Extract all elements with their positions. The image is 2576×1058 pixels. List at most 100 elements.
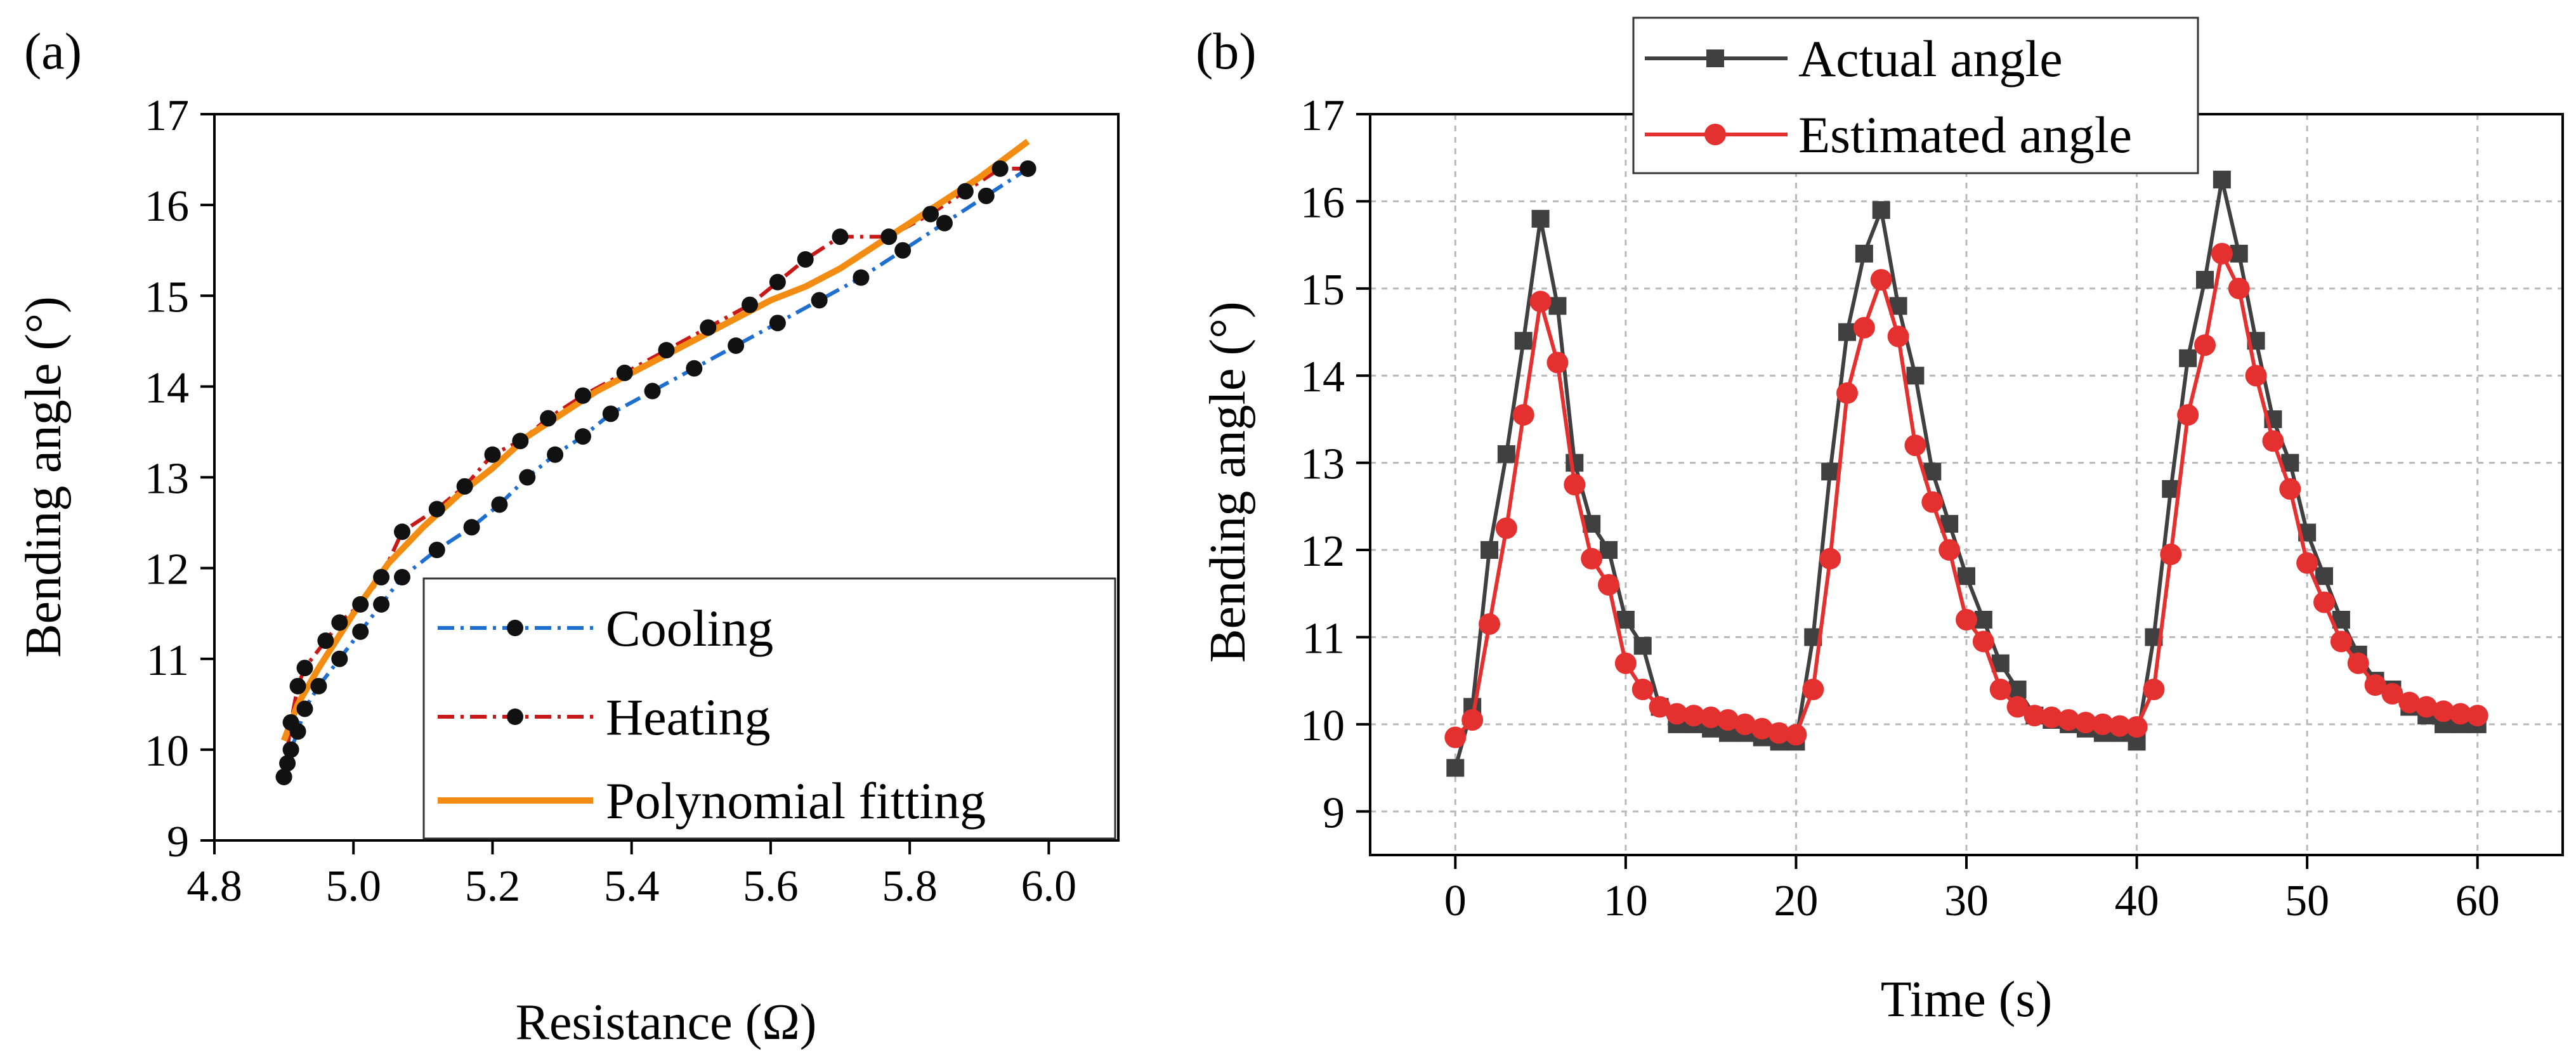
y-tick-label: 12 bbox=[145, 545, 189, 594]
y-tick-label: 15 bbox=[1300, 266, 1345, 315]
data-point-cooling bbox=[936, 214, 953, 232]
data-point-heating bbox=[428, 500, 445, 518]
data-point-estimated-angle bbox=[2194, 334, 2216, 356]
legend-estimated-label: Estimated angle bbox=[1798, 106, 2132, 164]
data-point-heating bbox=[296, 660, 313, 677]
data-point-estimated-angle bbox=[1768, 722, 1790, 744]
data-point-estimated-angle bbox=[2449, 703, 2471, 725]
data-point-heating bbox=[658, 342, 675, 359]
data-point-actual-angle bbox=[1633, 637, 1652, 655]
data-point-estimated-angle bbox=[2024, 705, 2046, 727]
data-point-cooling bbox=[428, 542, 445, 558]
data-point-heating bbox=[456, 478, 473, 495]
data-point-actual-angle bbox=[2315, 567, 2333, 585]
data-point-cooling bbox=[894, 242, 912, 259]
x-tick-label: 50 bbox=[2285, 877, 2329, 925]
data-point-cooling bbox=[574, 428, 591, 445]
panel-b-legend-box bbox=[1632, 16, 2199, 174]
data-point-actual-angle bbox=[1548, 297, 1567, 315]
data-point-heating bbox=[317, 632, 334, 650]
data-point-estimated-angle bbox=[2313, 591, 2335, 613]
y-tick-label: 13 bbox=[1300, 440, 1345, 489]
data-point-estimated-angle bbox=[1785, 724, 1807, 746]
data-point-actual-angle bbox=[1616, 610, 1635, 629]
data-point-actual-angle bbox=[1497, 445, 1515, 463]
data-point-estimated-angle bbox=[1700, 706, 1722, 728]
data-point-heating bbox=[742, 296, 759, 313]
data-point-actual-angle bbox=[1566, 454, 1584, 472]
data-point-actual-angle bbox=[1531, 209, 1550, 228]
data-point-heating bbox=[484, 446, 501, 463]
data-point-heating bbox=[700, 319, 717, 336]
data-point-estimated-angle bbox=[1870, 269, 1892, 291]
data-point-estimated-angle bbox=[2177, 404, 2199, 426]
y-tick-label: 12 bbox=[1300, 527, 1345, 576]
data-point-cooling bbox=[373, 596, 390, 613]
x-tick-label: 30 bbox=[1944, 877, 1989, 925]
x-tick-label: 6.0 bbox=[1021, 862, 1077, 911]
data-point-cooling bbox=[811, 292, 828, 309]
data-point-estimated-angle bbox=[1529, 291, 1552, 313]
y-tick-label: 10 bbox=[145, 727, 189, 776]
legend-entry-estimated-angle: Estimated angle bbox=[1645, 106, 2132, 164]
data-point-estimated-angle bbox=[1479, 613, 1500, 635]
panel-b-label: (b) bbox=[1196, 22, 1257, 80]
data-point-estimated-angle bbox=[1972, 630, 1994, 653]
data-point-estimated-angle bbox=[1819, 547, 1841, 570]
panel-b-tick-marks bbox=[1356, 113, 2479, 869]
x-tick-label: 5.0 bbox=[325, 862, 381, 911]
x-tick-label: 0 bbox=[1444, 877, 1467, 925]
panel-a-y-axis-label: Bending angle (°) bbox=[16, 296, 72, 658]
legend-actual-marker bbox=[1706, 49, 1724, 67]
data-point-actual-angle bbox=[1855, 244, 1873, 263]
data-point-estimated-angle bbox=[2381, 682, 2403, 705]
data-point-estimated-angle bbox=[2330, 630, 2352, 653]
legend-entry-cooling: Cooling bbox=[438, 599, 773, 657]
data-point-actual-angle bbox=[2008, 680, 2027, 698]
data-point-estimated-angle bbox=[1717, 709, 1739, 731]
data-point-cooling bbox=[279, 755, 296, 772]
data-point-heating bbox=[275, 768, 292, 785]
y-tick-label: 13 bbox=[145, 455, 189, 504]
data-point-cooling bbox=[393, 568, 410, 585]
data-point-cooling bbox=[769, 315, 786, 332]
data-point-estimated-angle bbox=[1836, 382, 1858, 404]
data-point-estimated-angle bbox=[1444, 726, 1467, 748]
y-tick-label: 11 bbox=[147, 636, 189, 685]
data-point-actual-angle bbox=[2179, 349, 2197, 367]
panel-a-series bbox=[275, 138, 1036, 785]
data-point-heating bbox=[797, 251, 814, 268]
data-point-estimated-angle bbox=[2228, 277, 2250, 299]
data-point-estimated-angle bbox=[2262, 430, 2284, 452]
panel-b-legend: Actual angle Estimated angle bbox=[1632, 16, 2199, 174]
panel-b-x-axis-label: Time (s) bbox=[1881, 972, 2052, 1028]
data-point-estimated-angle bbox=[1939, 539, 1961, 561]
data-point-estimated-angle bbox=[2279, 478, 2301, 500]
data-point-estimated-angle bbox=[2364, 674, 2386, 696]
x-tick-label: 60 bbox=[2455, 877, 2500, 925]
panel-a-x-axis-label: Resistance (Ω) bbox=[516, 995, 817, 1050]
data-point-heating bbox=[922, 206, 939, 223]
data-point-actual-angle bbox=[1838, 323, 1856, 341]
data-point-actual-angle bbox=[2196, 271, 2214, 289]
data-point-cooling bbox=[491, 496, 508, 513]
data-point-estimated-angle bbox=[1734, 713, 1756, 735]
data-point-heating bbox=[282, 714, 299, 731]
data-point-cooling bbox=[686, 360, 703, 377]
data-point-estimated-angle bbox=[1683, 705, 1705, 727]
data-point-heating bbox=[331, 614, 348, 631]
panel-a-legend: Cooling Heating Polynomial fitting bbox=[422, 577, 1116, 840]
data-point-cooling bbox=[331, 650, 348, 667]
legend-actual-label: Actual angle bbox=[1798, 30, 2063, 88]
data-point-estimated-angle bbox=[1887, 325, 1909, 348]
data-point-estimated-angle bbox=[2160, 543, 2182, 565]
data-point-estimated-angle bbox=[1614, 652, 1637, 674]
y-tick-label: 17 bbox=[1300, 91, 1345, 140]
data-point-estimated-angle bbox=[1581, 547, 1603, 570]
data-point-estimated-angle bbox=[2041, 706, 2063, 728]
data-point-heating bbox=[616, 364, 633, 381]
x-tick-label: 5.2 bbox=[465, 862, 521, 911]
data-point-cooling bbox=[602, 405, 619, 422]
data-point-estimated-angle bbox=[2143, 678, 2165, 700]
